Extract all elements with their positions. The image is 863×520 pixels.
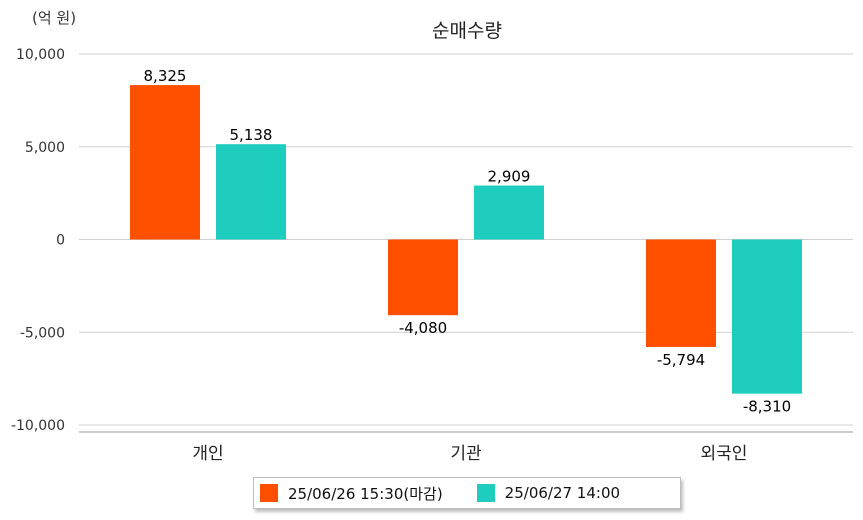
bar[interactable] [646,239,716,347]
chart-legend: 25/06/26 15:30(마감) 25/06/27 14:00 [253,477,681,509]
legend-item-series-1[interactable]: 25/06/26 15:30(마감) [260,483,443,504]
data-label: -8,310 [743,398,791,416]
data-label: 8,325 [144,67,187,85]
y-tick-label: -10,000 [11,418,65,434]
y-tick-label: 10,000 [16,47,65,63]
legend-label-series-1: 25/06/26 15:30(마감) [288,484,443,503]
data-label: -5,794 [657,351,705,369]
y-tick-label: -5,000 [20,325,65,341]
legend-label-series-2: 25/06/27 14:00 [504,484,621,502]
data-label: 5,138 [230,126,273,144]
bar[interactable] [130,85,200,240]
bar[interactable] [732,239,802,394]
data-label: 2,909 [488,168,531,186]
legend-swatch-series-2 [476,484,495,502]
x-tick-label: 외국인 [701,444,748,464]
bar[interactable] [388,239,458,316]
legend-item-series-2[interactable]: 25/06/27 14:00 [476,484,621,502]
bar[interactable] [216,144,286,240]
y-tick-label: 5,000 [25,140,65,156]
y-tick-label: 0 [56,233,65,249]
unit-label: (억 원) [32,9,76,27]
chart-title: 순매수량 [432,20,502,42]
bar[interactable] [474,185,544,240]
x-tick-label: 기관 [450,444,481,464]
legend-swatch-series-1 [260,484,278,502]
data-label: -4,080 [399,319,447,337]
x-tick-label: 개인 [192,444,223,464]
